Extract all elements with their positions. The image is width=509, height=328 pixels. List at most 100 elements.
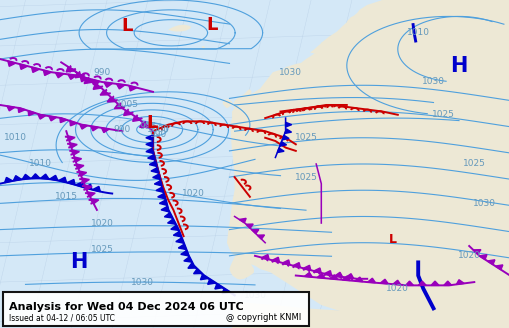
Polygon shape <box>167 219 176 224</box>
Polygon shape <box>222 99 232 108</box>
Polygon shape <box>13 175 21 181</box>
Polygon shape <box>55 73 64 78</box>
Polygon shape <box>18 108 25 113</box>
Polygon shape <box>232 302 509 328</box>
Polygon shape <box>334 272 342 277</box>
Polygon shape <box>313 268 321 273</box>
Polygon shape <box>156 187 163 193</box>
Polygon shape <box>107 97 116 102</box>
Polygon shape <box>257 235 264 239</box>
Text: 1020: 1020 <box>386 284 408 293</box>
Polygon shape <box>22 174 31 179</box>
Text: 1030: 1030 <box>243 291 266 300</box>
Text: 995: 995 <box>139 122 156 131</box>
Polygon shape <box>159 200 167 205</box>
Text: 1025: 1025 <box>91 245 113 254</box>
Polygon shape <box>100 90 108 95</box>
Polygon shape <box>132 116 140 121</box>
Polygon shape <box>43 70 51 75</box>
Polygon shape <box>281 135 289 140</box>
Polygon shape <box>472 250 480 254</box>
Text: 1020: 1020 <box>182 189 205 198</box>
Polygon shape <box>157 194 165 199</box>
Polygon shape <box>7 106 15 111</box>
Text: @ copyright KNMI: @ copyright KNMI <box>225 314 300 322</box>
Text: 1005: 1005 <box>116 100 139 110</box>
Polygon shape <box>200 275 208 280</box>
Polygon shape <box>279 142 286 146</box>
Polygon shape <box>84 185 92 190</box>
Polygon shape <box>233 89 251 113</box>
Polygon shape <box>32 67 39 72</box>
Polygon shape <box>75 72 83 78</box>
Polygon shape <box>139 122 148 127</box>
Polygon shape <box>84 78 92 84</box>
Polygon shape <box>392 280 400 285</box>
Polygon shape <box>193 269 202 274</box>
Polygon shape <box>68 136 75 141</box>
Polygon shape <box>60 118 67 123</box>
Text: 1025: 1025 <box>294 133 317 142</box>
Polygon shape <box>79 124 88 129</box>
Polygon shape <box>146 142 153 147</box>
Polygon shape <box>123 110 131 115</box>
Polygon shape <box>114 104 122 109</box>
Polygon shape <box>164 213 172 218</box>
Polygon shape <box>443 281 451 285</box>
Text: 1025: 1025 <box>294 173 317 182</box>
Polygon shape <box>8 61 16 66</box>
Polygon shape <box>129 86 136 91</box>
Polygon shape <box>151 168 158 173</box>
Polygon shape <box>104 82 112 87</box>
Polygon shape <box>277 148 284 153</box>
Text: Issued at 04-12 / 06:05 UTC: Issued at 04-12 / 06:05 UTC <box>9 314 115 322</box>
Text: L: L <box>388 233 396 246</box>
Polygon shape <box>147 154 155 160</box>
Polygon shape <box>91 199 99 204</box>
Polygon shape <box>201 46 205 49</box>
Polygon shape <box>49 175 58 180</box>
Polygon shape <box>329 275 337 279</box>
Polygon shape <box>180 251 188 256</box>
Polygon shape <box>367 278 375 283</box>
Polygon shape <box>116 84 125 89</box>
Polygon shape <box>282 260 290 265</box>
Polygon shape <box>317 274 324 278</box>
Text: 1030: 1030 <box>421 77 444 87</box>
Polygon shape <box>20 64 27 70</box>
Polygon shape <box>161 206 168 212</box>
FancyBboxPatch shape <box>3 292 308 326</box>
Polygon shape <box>91 126 98 131</box>
Polygon shape <box>82 178 89 183</box>
Polygon shape <box>380 279 387 284</box>
Polygon shape <box>70 143 77 148</box>
Polygon shape <box>76 164 84 169</box>
Text: 1030: 1030 <box>131 277 154 287</box>
Polygon shape <box>31 174 40 178</box>
Text: L: L <box>206 16 217 33</box>
Polygon shape <box>72 150 79 155</box>
Polygon shape <box>291 275 301 279</box>
Polygon shape <box>93 84 101 90</box>
Polygon shape <box>239 218 246 223</box>
Text: 1030: 1030 <box>472 199 495 208</box>
Text: 1010: 1010 <box>29 159 52 169</box>
Polygon shape <box>214 284 222 289</box>
Polygon shape <box>284 129 291 133</box>
Polygon shape <box>324 271 331 276</box>
Polygon shape <box>405 281 413 285</box>
Polygon shape <box>229 248 253 279</box>
Polygon shape <box>309 14 375 56</box>
Polygon shape <box>88 192 95 197</box>
Polygon shape <box>146 135 153 140</box>
Polygon shape <box>70 121 77 126</box>
Polygon shape <box>79 171 87 176</box>
Polygon shape <box>346 0 382 24</box>
Polygon shape <box>75 182 83 187</box>
Text: 990: 990 <box>93 68 110 77</box>
Polygon shape <box>430 281 438 285</box>
Text: 1010: 1010 <box>4 133 27 142</box>
Polygon shape <box>178 244 186 250</box>
Polygon shape <box>183 257 191 262</box>
Polygon shape <box>272 257 279 262</box>
